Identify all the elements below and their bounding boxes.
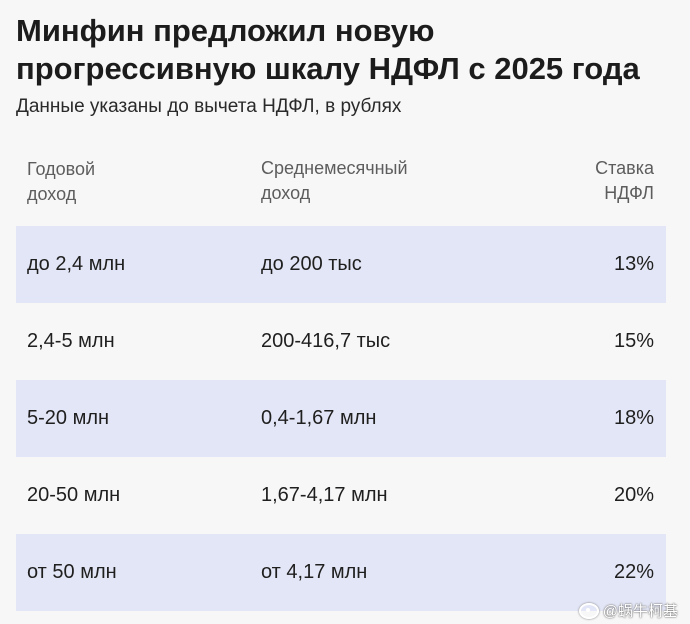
cell-tax-rate: 13% [613,253,654,275]
header-monthly-income: Среднемесячный доход [246,156,546,226]
table-row: 2,4-5 млн 200-416,7 тыс 15% [16,303,666,380]
cell-annual-income: 5-20 млн [27,407,110,429]
watermark-text: @蜗牛柯基 [602,603,678,620]
header-monthly-income-line2: доход [261,183,311,203]
cell-tax-rate: 15% [613,330,654,352]
header-tax-rate-line2: НДФЛ [604,183,654,203]
header-monthly-income-line1: Среднемесячный [261,158,408,178]
header-tax-rate: Ставка НДФЛ [546,156,666,226]
cell-tax-rate: 18% [613,407,654,429]
header-tax-rate-line1: Ставка [595,158,654,178]
cell-monthly-income: 0,4-1,67 млн [261,407,377,429]
weibo-logo-icon [578,602,599,619]
header-annual-income-line1: Годовой [27,159,96,179]
cell-tax-rate: 20% [613,484,654,506]
cell-monthly-income: до 200 тыс [261,253,362,275]
page-subtitle: Данные указаны до вычета НДФЛ, в рублях [16,96,402,117]
tax-scale-table: Годовой доход Среднемесячный доход Ставк… [16,156,666,611]
table-row: до 2,4 млн до 200 тыс 13% [16,226,666,303]
cell-annual-income: 20-50 млн [27,484,121,506]
header-annual-income-line2: доход [27,184,77,204]
page-title: Минфин предложил новую прогрессивную шка… [16,13,640,86]
table-row: от 50 млн от 4,17 млн 22% [16,534,666,611]
cell-tax-rate: 22% [613,561,654,583]
table-row: 5-20 млн 0,4-1,67 млн 18% [16,380,666,457]
cell-annual-income: от 50 млн [27,561,117,583]
table-row: 20-50 млн 1,67-4,17 млн 20% [16,457,666,534]
table-header: Годовой доход Среднемесячный доход Ставк… [16,156,666,226]
cell-monthly-income: 1,67-4,17 млн [261,484,388,506]
watermark: @蜗牛柯基 [578,600,678,621]
cell-monthly-income: 200-416,7 тыс [261,330,391,352]
cell-annual-income: до 2,4 млн [27,253,126,275]
cell-monthly-income: от 4,17 млн [261,561,368,583]
header-annual-income: Годовой доход [16,156,246,226]
cell-annual-income: 2,4-5 млн [27,330,115,352]
